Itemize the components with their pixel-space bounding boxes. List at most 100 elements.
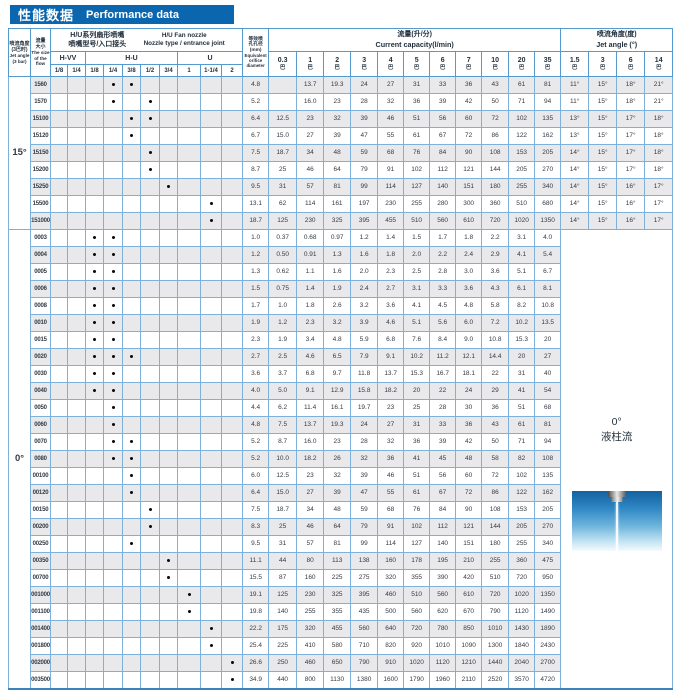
orifice-cell: 5.2 bbox=[242, 450, 270, 468]
capacity-cell: 340 bbox=[534, 178, 562, 196]
joint-dot-icon bbox=[148, 508, 152, 512]
flow-code-cell: 1570 bbox=[30, 93, 51, 111]
joint-availability-cell bbox=[67, 161, 86, 179]
capacity-cell: 108 bbox=[481, 144, 510, 162]
joint-availability-cell bbox=[159, 110, 178, 128]
capacity-cell: 25 bbox=[268, 518, 298, 536]
jet-pressure-header: 14 巴 bbox=[644, 51, 674, 77]
joint-availability-cell bbox=[67, 314, 86, 332]
joint-dot-icon bbox=[167, 185, 170, 189]
joint-availability-cell bbox=[220, 467, 244, 485]
joint-availability-cell bbox=[85, 603, 104, 621]
joint-availability-cell bbox=[50, 450, 68, 468]
joint-availability-cell bbox=[103, 144, 123, 162]
joint-dot-icon bbox=[130, 491, 133, 495]
flow-code-cell: 15100 bbox=[30, 110, 51, 128]
capacity-cell: 31 bbox=[268, 535, 298, 553]
joint-availability-cell bbox=[103, 654, 123, 672]
flow-code-cell: 0050 bbox=[30, 399, 51, 417]
capacity-cell: 1.2 bbox=[268, 314, 298, 332]
joint-availability-cell bbox=[177, 365, 201, 383]
pressure-value: 20 bbox=[517, 57, 526, 65]
capacity-cell: 1.5 bbox=[403, 229, 431, 247]
capacity-cell: 26 bbox=[323, 450, 352, 468]
capacity-cell: 197 bbox=[350, 195, 379, 213]
capacity-cell: 225 bbox=[268, 637, 298, 655]
joint-availability-cell bbox=[220, 178, 244, 196]
joint-availability-cell bbox=[122, 552, 141, 570]
flow-code-cell: 001100 bbox=[30, 603, 51, 621]
joint-availability-cell bbox=[50, 433, 68, 451]
capacity-cell: 76 bbox=[403, 144, 431, 162]
joint-availability-cell bbox=[200, 620, 222, 638]
capacity-cell: 94 bbox=[534, 433, 562, 451]
joint-availability-cell bbox=[85, 654, 104, 672]
capacity-pressure-header: 35 巴 bbox=[534, 51, 562, 77]
capacity-cell: 20 bbox=[534, 331, 562, 349]
jet-angle-value-cell: 17° bbox=[616, 144, 646, 162]
capacity-cell: 36 bbox=[455, 416, 483, 434]
capacity-cell: 20 bbox=[403, 382, 431, 400]
capacity-cell: 127 bbox=[403, 178, 431, 196]
joint-availability-cell bbox=[220, 433, 244, 451]
joint-availability-cell bbox=[200, 161, 222, 179]
capacity-cell: 161 bbox=[323, 195, 352, 213]
capacity-cell: 2110 bbox=[455, 671, 483, 690]
orifice-cell: 1.0 bbox=[242, 229, 270, 247]
joint-availability-cell bbox=[67, 603, 86, 621]
flow-code-cell: 1560 bbox=[30, 76, 51, 94]
capacity-cell: 720 bbox=[508, 569, 536, 587]
capacity-cell: 1430 bbox=[508, 620, 536, 638]
table-body: 15° 1560 4.8 13.7 19.3 24 27 31 33 36 43 61 81 11° 15°… bbox=[8, 76, 674, 690]
pressure-unit: 巴 bbox=[279, 64, 286, 71]
capacity-cell: 3.9 bbox=[350, 314, 379, 332]
capacity-cell: 11.4 bbox=[296, 399, 325, 417]
joint-availability-cell bbox=[159, 127, 178, 145]
capacity-cell: 6.8 bbox=[296, 365, 325, 383]
capacity-cell: 15.8 bbox=[350, 382, 379, 400]
joint-availability-cell bbox=[103, 620, 123, 638]
capacity-cell: 300 bbox=[455, 195, 483, 213]
jet-angle-value-cell: 17° bbox=[616, 161, 646, 179]
capacity-cell: 360 bbox=[508, 552, 536, 570]
joint-availability-cell bbox=[159, 93, 178, 111]
jet-angle-value-cell: 11° bbox=[560, 93, 590, 111]
joint-availability-cell bbox=[140, 229, 160, 247]
pressure-value: 35 bbox=[543, 57, 552, 65]
joint-availability-cell bbox=[220, 229, 244, 247]
pressure-value: 1 bbox=[308, 57, 313, 65]
flow-code-cell: 0003 bbox=[30, 229, 51, 247]
capacity-cell: 1840 bbox=[508, 637, 536, 655]
joint-availability-cell bbox=[50, 365, 68, 383]
capacity-pressure-header: 0.3 巴 bbox=[268, 51, 298, 77]
joint-availability-cell bbox=[159, 161, 178, 179]
capacity-cell: 1490 bbox=[534, 603, 562, 621]
capacity-cell: 1.7 bbox=[429, 229, 457, 247]
capacity-cell: 140 bbox=[268, 603, 298, 621]
capacity-cell: 125 bbox=[268, 212, 298, 230]
joint-availability-cell bbox=[140, 535, 160, 553]
capacity-cell: 44 bbox=[268, 552, 298, 570]
capacity-cell: 144 bbox=[481, 518, 510, 536]
joint-availability-cell bbox=[67, 518, 86, 536]
joint-availability-cell bbox=[220, 212, 244, 230]
capacity-cell: 12.1 bbox=[455, 348, 483, 366]
capacity-cell: 4.0 bbox=[534, 229, 562, 247]
capacity-cell: 3.2 bbox=[350, 297, 379, 315]
capacity-cell: 27 bbox=[377, 76, 405, 94]
joint-availability-cell bbox=[122, 620, 141, 638]
capacity-cell: 94 bbox=[534, 93, 562, 111]
capacity-cell: 13.7 bbox=[377, 365, 405, 383]
joint-availability-cell bbox=[177, 161, 201, 179]
capacity-cell: 51 bbox=[403, 110, 431, 128]
joint-availability-cell bbox=[50, 263, 68, 281]
nozzle-type-header: H-U bbox=[85, 51, 178, 65]
joint-availability-cell bbox=[103, 212, 123, 230]
capacity-cell: 1020 bbox=[508, 212, 536, 230]
capacity-cell: 99 bbox=[350, 535, 379, 553]
capacity-cell: 9.1 bbox=[377, 348, 405, 366]
nozzle-type-header: U bbox=[176, 51, 244, 65]
joint-dot-icon bbox=[130, 440, 133, 444]
capacity-cell: 0.62 bbox=[268, 263, 298, 281]
